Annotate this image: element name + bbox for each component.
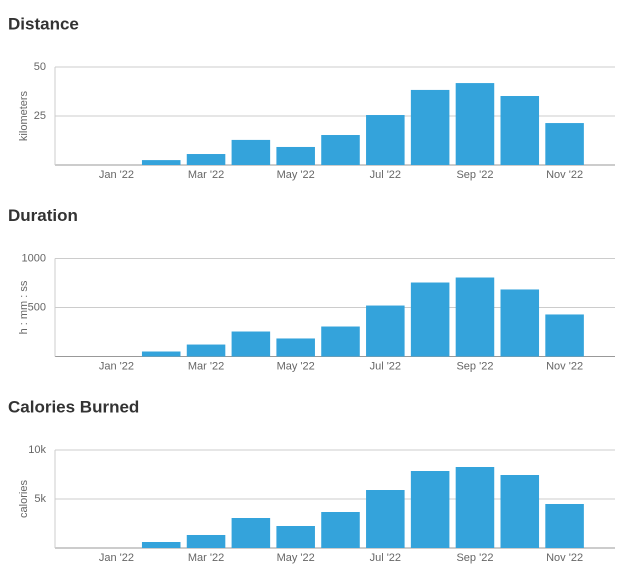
x-tick-label: Sep '22 xyxy=(456,169,493,181)
bar xyxy=(321,326,360,357)
x-tick-label: Nov '22 xyxy=(546,552,583,564)
x-tick-label: Jul '22 xyxy=(370,552,401,564)
bar xyxy=(141,542,181,548)
bar xyxy=(186,344,226,357)
bar xyxy=(276,525,315,548)
x-tick-label: Mar '22 xyxy=(188,552,224,564)
bar xyxy=(410,89,450,165)
bar xyxy=(141,351,181,357)
x-tick-label: Jul '22 xyxy=(370,169,401,181)
chart-title: Duration xyxy=(8,206,78,225)
x-tick-label: Jan '22 xyxy=(99,552,134,564)
bar xyxy=(500,289,540,357)
bar xyxy=(276,146,315,165)
y-axis-label: calories xyxy=(18,480,30,518)
bar xyxy=(231,518,271,548)
y-tick-label: 1000 xyxy=(22,252,46,264)
bar xyxy=(366,490,405,548)
bar xyxy=(410,282,450,357)
bar xyxy=(141,160,181,165)
y-axis-label: kilometers xyxy=(18,90,30,141)
bar xyxy=(545,123,584,165)
x-tick-label: May '22 xyxy=(277,360,315,372)
bar xyxy=(186,534,226,548)
x-tick-label: May '22 xyxy=(277,169,315,181)
bar xyxy=(366,305,405,357)
x-tick-label: Nov '22 xyxy=(546,169,583,181)
y-tick-label: 50 xyxy=(34,61,46,73)
x-tick-label: Jan '22 xyxy=(99,360,134,372)
x-tick-label: Mar '22 xyxy=(188,169,224,181)
bar xyxy=(231,139,271,165)
bar xyxy=(186,154,226,165)
bar xyxy=(366,115,405,165)
x-tick-label: May '22 xyxy=(277,552,315,564)
x-tick-label: Nov '22 xyxy=(546,360,583,372)
bar xyxy=(276,338,315,357)
y-tick-label: 5k xyxy=(34,493,46,505)
bar xyxy=(500,474,540,548)
y-tick-label: 10k xyxy=(28,444,46,456)
bar xyxy=(545,314,584,357)
chart-title: Calories Burned xyxy=(8,397,139,416)
x-tick-label: Mar '22 xyxy=(188,360,224,372)
bar xyxy=(455,277,495,357)
bar xyxy=(410,471,450,548)
bar xyxy=(321,512,360,548)
chart-title: Distance xyxy=(8,14,79,33)
bar xyxy=(455,467,495,548)
bar xyxy=(455,83,495,165)
x-tick-label: Sep '22 xyxy=(456,552,493,564)
bar xyxy=(231,331,271,357)
x-tick-label: Jan '22 xyxy=(99,169,134,181)
y-axis-label: h : mm : ss xyxy=(18,280,30,334)
y-tick-label: 25 xyxy=(34,110,46,122)
bar xyxy=(321,135,360,165)
y-tick-label: 500 xyxy=(28,301,46,313)
bar xyxy=(500,96,540,165)
x-tick-label: Jul '22 xyxy=(370,360,401,372)
x-tick-label: Sep '22 xyxy=(456,360,493,372)
bar xyxy=(545,503,584,548)
